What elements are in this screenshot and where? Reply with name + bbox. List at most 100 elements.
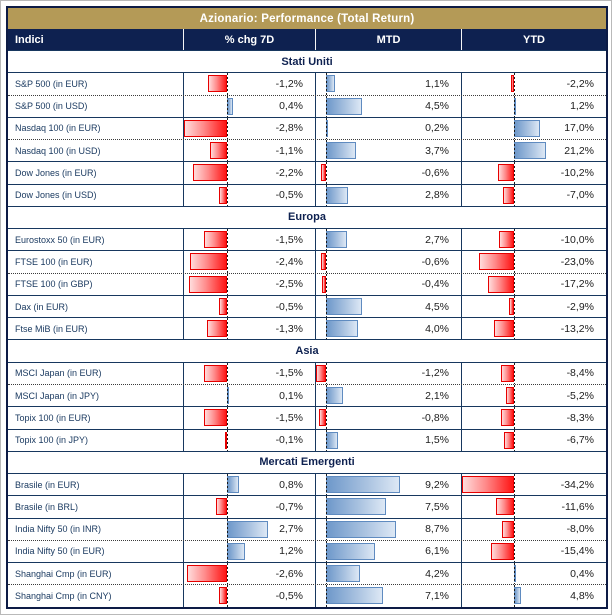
zero-axis-line — [325, 295, 327, 318]
zero-axis-line — [226, 295, 228, 318]
zero-axis-line — [226, 407, 228, 429]
databar-negative — [478, 253, 514, 271]
mtd-value: 9,2% — [425, 478, 449, 491]
mtd-cell: 4,5% — [315, 95, 461, 117]
ytd-value: 17,0% — [564, 122, 594, 135]
databar-negative — [498, 164, 514, 182]
databar-negative — [487, 275, 514, 293]
databar-negative — [496, 498, 514, 516]
table-row: Brasile (in EUR) 0,8% 9,2% -34,2% — [8, 473, 606, 496]
chg7d-value: -0,5% — [275, 189, 303, 202]
zero-axis-line — [226, 518, 228, 540]
mtd-cell: 2,8% — [315, 184, 461, 206]
ytd-cell: -13,2% — [461, 318, 606, 340]
section-header-europa: Europa — [8, 205, 606, 229]
table-row: Nasdaq 100 (in USD) -1,1% 3,7% 21,2% — [8, 139, 606, 162]
ytd-value: -23,0% — [560, 256, 594, 269]
chg7d-value: -2,2% — [275, 166, 303, 179]
chg7d-value: -1,5% — [275, 233, 303, 246]
zero-axis-line — [513, 518, 515, 540]
databar-negative — [501, 409, 514, 427]
mtd-cell: -0,6% — [315, 251, 461, 273]
table-row: MSCI Japan (in EUR) -1,5% -1,2% -8,4% — [8, 361, 606, 384]
zero-axis-line — [226, 229, 228, 251]
chg7d-value: -2,6% — [275, 567, 303, 580]
mtd-value: 6,1% — [425, 545, 449, 558]
chg7d-cell: -0,7% — [183, 496, 315, 518]
ytd-cell: 0,4% — [461, 563, 606, 585]
table-body: Stati Uniti S&P 500 (in EUR) -1,2% 1,1% -2,2… — [8, 50, 606, 607]
chg7d-value: -2,4% — [275, 256, 303, 269]
databar-positive — [325, 97, 363, 115]
databar-negative — [203, 364, 227, 382]
chg7d-cell: -0,5% — [183, 295, 315, 318]
databar-positive — [513, 142, 546, 160]
zero-axis-line — [513, 251, 515, 273]
chg7d-cell: -2,2% — [183, 162, 315, 184]
databar-negative — [188, 275, 227, 293]
zero-axis-line — [226, 384, 228, 407]
table-row: India Nifty 50 (in INR) 2,7% 8,7% -8,0% — [8, 517, 606, 540]
databar-positive — [513, 119, 540, 137]
mtd-value: 2,1% — [425, 389, 449, 402]
ytd-value: -8,3% — [566, 411, 594, 424]
databar-positive — [325, 520, 396, 538]
zero-axis-line — [325, 563, 327, 585]
databar-negative — [503, 431, 514, 449]
index-label: MSCI Japan (in EUR) — [15, 368, 102, 379]
mtd-cell: 4,0% — [315, 318, 461, 340]
zero-axis-line — [325, 251, 327, 273]
ytd-cell: -7,0% — [461, 184, 606, 206]
databar-negative — [219, 587, 227, 605]
report-title: Azionario: Performance (Total Return) — [199, 12, 415, 25]
table-row: FTSE 100 (in EUR) -2,4% -0,6% -23,0% — [8, 250, 606, 273]
ytd-value: -15,4% — [560, 545, 594, 558]
databar-negative — [203, 231, 227, 249]
ytd-value: -6,7% — [566, 434, 594, 447]
ytd-cell: 21,2% — [461, 140, 606, 162]
chg7d-value: 0,8% — [279, 478, 303, 491]
mtd-value: -0,6% — [421, 256, 449, 269]
databar-negative — [316, 364, 326, 382]
chg7d-cell: -1,1% — [183, 140, 315, 162]
zero-axis-line — [513, 73, 515, 95]
ytd-value: -10,2% — [560, 166, 594, 179]
databar-negative — [462, 476, 514, 494]
zero-axis-line — [325, 318, 327, 340]
mtd-value: 7,1% — [425, 590, 449, 602]
zero-axis-line — [513, 140, 515, 162]
ytd-cell: -34,2% — [461, 474, 606, 496]
column-header-chg7d: % chg 7D — [183, 29, 315, 50]
mtd-value: 4,2% — [425, 567, 449, 580]
index-label: Topix 100 (in EUR) — [15, 412, 91, 423]
column-header-indici: Indici — [15, 33, 44, 46]
databar-negative — [219, 186, 227, 204]
databar-negative — [498, 231, 514, 249]
chg7d-cell: 0,4% — [183, 95, 315, 117]
table-row: S&P 500 (in EUR) -1,2% 1,1% -2,2% — [8, 72, 606, 95]
column-header-mtd: MTD — [315, 29, 461, 50]
zero-axis-line — [325, 162, 327, 184]
ytd-cell: -15,4% — [461, 540, 606, 563]
index-label: India Nifty 50 (in INR) — [15, 524, 102, 535]
databar-negative — [320, 253, 326, 271]
ytd-value: -8,0% — [566, 523, 594, 536]
zero-axis-line — [226, 117, 228, 140]
databar-positive — [226, 520, 268, 538]
ytd-value: -34,2% — [560, 478, 594, 491]
mtd-cell: 9,2% — [315, 474, 461, 496]
zero-axis-line — [325, 73, 327, 95]
mtd-cell: -1,2% — [315, 362, 461, 384]
performance-report-table: Azionario: Performance (Total Return) In… — [6, 6, 608, 609]
chg7d-cell: -1,5% — [183, 407, 315, 429]
ytd-value: -2,9% — [566, 300, 594, 313]
databar-positive — [325, 587, 384, 605]
zero-axis-line — [513, 95, 515, 117]
mtd-cell: 7,5% — [315, 496, 461, 518]
databar-positive — [325, 476, 400, 494]
ytd-cell: 4,8% — [461, 585, 606, 607]
databar-positive — [226, 476, 239, 494]
zero-axis-line — [513, 162, 515, 184]
zero-axis-line — [226, 162, 228, 184]
zero-axis-line — [226, 429, 228, 451]
